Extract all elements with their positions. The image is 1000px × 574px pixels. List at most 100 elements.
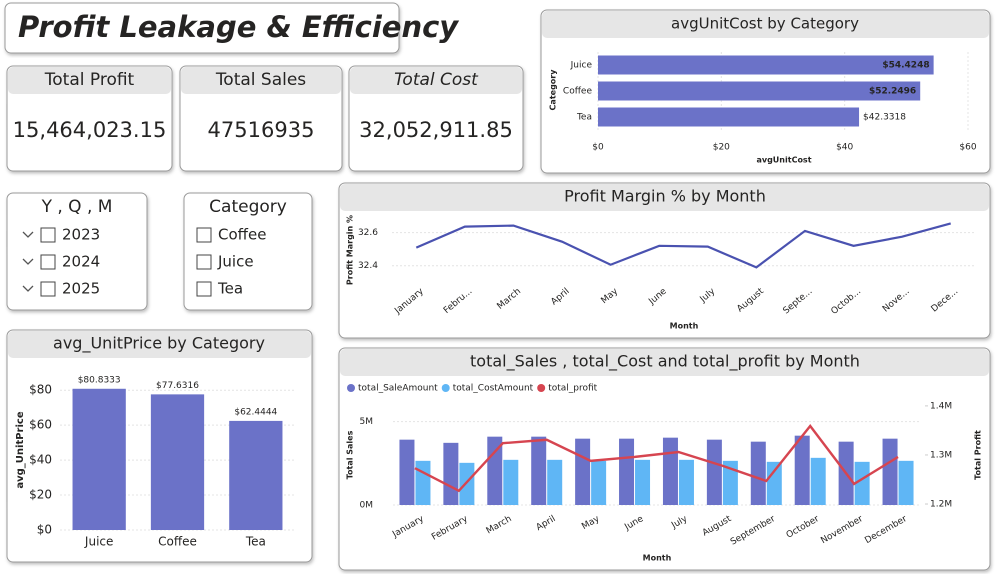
- panel: [183, 192, 313, 311]
- slicer-title: Category: [209, 197, 287, 217]
- page-title: Profit Leakage & Efficiency: [18, 10, 459, 44]
- bar: [598, 81, 921, 101]
- bar: [598, 107, 860, 127]
- bar: [750, 441, 766, 505]
- y2-tick-label: 1.3M: [930, 450, 952, 460]
- bar: [531, 436, 547, 505]
- y-tick-label: 5M: [360, 417, 374, 427]
- chart-title: avgUnitCost by Category: [671, 15, 859, 33]
- slicer-checkbox: [40, 254, 56, 270]
- bar: [722, 460, 738, 505]
- axis-label: avgUnitCost: [756, 156, 811, 165]
- y-tick-label: $80: [29, 383, 52, 397]
- panel-header: [8, 67, 171, 94]
- panel-header: [350, 67, 522, 94]
- bar: [810, 457, 826, 505]
- bar: [547, 459, 563, 505]
- axis-label: Total Sales: [346, 430, 355, 479]
- bar: [150, 394, 205, 530]
- y-tick-label: 32.6: [358, 228, 378, 238]
- bar: [229, 420, 283, 530]
- slicer-checkbox: [196, 254, 212, 270]
- panel-header: [8, 331, 311, 358]
- kpi-label: Total Cost: [394, 70, 479, 90]
- x-tick-label: $60: [959, 143, 976, 153]
- kpi-value: 32,052,911.85: [359, 118, 513, 142]
- line: [414, 424, 899, 493]
- panel-header: [340, 349, 989, 376]
- bar: [678, 459, 694, 505]
- bar: [794, 435, 810, 505]
- expand-chevron: [22, 258, 34, 265]
- slicer-item[interactable]: Juice: [217, 253, 254, 271]
- legend-label: total_CostAmount: [453, 384, 534, 394]
- y2-tick-label: 1.2M: [930, 500, 952, 510]
- x-tick-label: Coffee: [158, 535, 197, 549]
- data-label: $42.3318: [863, 113, 906, 123]
- y-tick-label: $20: [29, 488, 52, 502]
- x-tick-label: Tea: [245, 535, 266, 549]
- bar: [415, 460, 431, 505]
- slicer-checkbox: [196, 281, 212, 297]
- slicer-title: Y , Q , M: [41, 197, 113, 217]
- axis-label: Profit Margin %: [346, 215, 355, 285]
- x-tick-label: Juice: [84, 535, 113, 549]
- y-tick-label: $40: [29, 453, 52, 467]
- slicer-item[interactable]: 2025: [62, 280, 100, 298]
- legend-label: total_SaleAmount: [358, 384, 438, 394]
- y-tick-label: 0M: [360, 501, 374, 511]
- bar: [766, 461, 782, 505]
- data-label: $77.6316: [156, 381, 199, 391]
- bar: [575, 438, 591, 505]
- data-label: $54.4248: [882, 61, 929, 71]
- bar: [72, 388, 126, 530]
- bar: [619, 438, 635, 505]
- slicer-item[interactable]: Tea: [217, 280, 243, 298]
- slicer-checkbox: [40, 281, 56, 297]
- data-label: $62.4444: [234, 407, 277, 417]
- y-tick-label: Tea: [576, 113, 592, 123]
- bar: [487, 436, 503, 505]
- panel: [6, 192, 148, 311]
- bar: [591, 460, 607, 505]
- slicer-item[interactable]: Coffee: [218, 226, 266, 244]
- kpi-value: 15,464,023.15: [13, 118, 167, 142]
- panel-header: [340, 184, 989, 211]
- x-tick-label: $20: [713, 143, 730, 153]
- line: [415, 222, 951, 269]
- x-tick-label: $40: [836, 143, 853, 153]
- chart-title: avg_UnitPrice by Category: [53, 334, 265, 354]
- data-label: $80.8333: [78, 375, 121, 385]
- chart-title: Profit Margin % by Month: [564, 187, 766, 206]
- bar: [503, 459, 519, 505]
- chart-title: total_Sales , total_Cost and total_profi…: [470, 352, 860, 372]
- axis-label: Total Profit: [974, 430, 983, 480]
- y-tick-label: 32.4: [358, 261, 378, 271]
- bar: [662, 437, 678, 505]
- bar: [399, 439, 415, 505]
- panel: [338, 182, 991, 339]
- panel-header: [542, 11, 989, 38]
- axis-label: Month: [670, 322, 699, 331]
- kpi-value: 47516935: [208, 118, 315, 142]
- y-tick-label: $0: [37, 523, 52, 537]
- x-tick-label: $0: [592, 143, 604, 153]
- axis-label: Category: [549, 69, 558, 111]
- bar: [459, 462, 475, 505]
- axis-label: avg_UnitPrice: [15, 411, 26, 488]
- bar: [882, 438, 898, 505]
- y2-tick-label: 1.4M: [930, 401, 952, 411]
- y-tick-label: Coffee: [563, 87, 593, 97]
- bar: [706, 439, 722, 505]
- y-tick-label: Juice: [570, 61, 593, 71]
- bar: [635, 459, 651, 505]
- slicer-item[interactable]: 2023: [62, 226, 100, 244]
- slicer-checkbox: [196, 227, 212, 243]
- expand-chevron: [22, 231, 34, 238]
- axis-label: Month: [643, 554, 672, 563]
- expand-chevron: [22, 285, 34, 292]
- slicer-item[interactable]: 2024: [62, 253, 100, 271]
- legend-label: total_profit: [548, 384, 597, 394]
